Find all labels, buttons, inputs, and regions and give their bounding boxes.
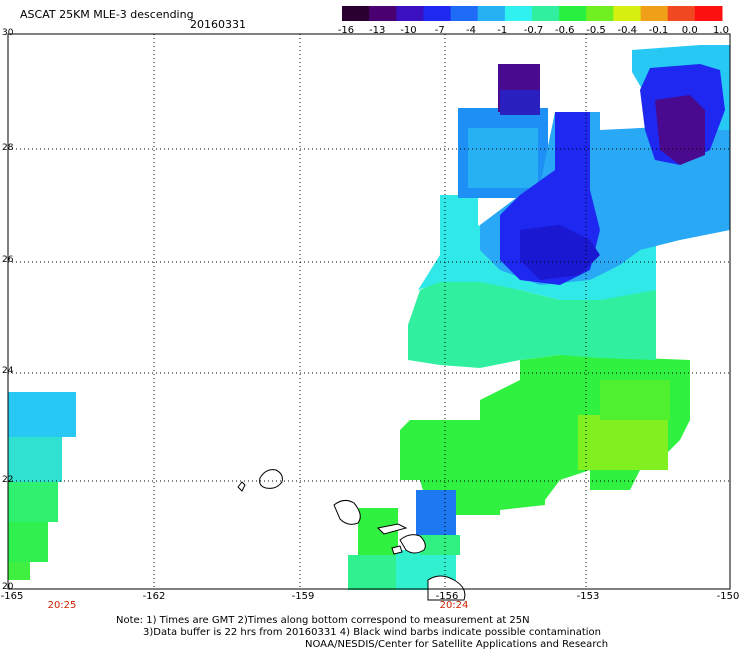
- lat-tick-24: 24: [2, 366, 14, 376]
- lon-tick--159: -159: [291, 591, 315, 602]
- lat-tick-30: 30: [2, 28, 14, 38]
- colorbar-tick-label: -13: [369, 25, 386, 36]
- colorbar-tick-label: -10: [400, 25, 417, 36]
- swath-patch: [8, 437, 62, 482]
- island-maui: [399, 534, 426, 554]
- colorbar-swatch: [369, 6, 397, 21]
- colorbar-tick-label: -7: [434, 25, 445, 36]
- lat-tick-22: 22: [2, 475, 14, 485]
- colorbar-swatch: [613, 6, 642, 21]
- island-molokai: [376, 523, 408, 535]
- hawaii-coastline: [237, 469, 466, 601]
- swath-patch: [8, 562, 30, 580]
- chart-date: 20160331: [190, 18, 246, 31]
- swath-patch: [8, 522, 48, 562]
- note-line-3: NOAA/NESDIS/Center for Satellite Applica…: [305, 639, 609, 650]
- swath-patch: [420, 535, 460, 555]
- colorbar: [342, 6, 723, 21]
- colorbar-swatch: [342, 6, 370, 21]
- colorbar-swatch: [450, 6, 479, 21]
- colorbar-tick-label: -16: [337, 25, 355, 36]
- swath-patch: [655, 95, 705, 165]
- colorbar-tick-label: -0.1: [648, 25, 669, 36]
- chart-title: ASCAT 25KM MLE-3 descending: [20, 8, 194, 21]
- island-oahu: [333, 499, 361, 525]
- lon-tick--153: -153: [576, 591, 600, 602]
- lat-lon-grid: [8, 34, 730, 589]
- swath-patch: [408, 280, 656, 368]
- swath-time-left: 20:25: [47, 600, 77, 611]
- swath-patch: [578, 415, 668, 470]
- swath-patch: [520, 225, 600, 280]
- colorbar-swatch: [477, 6, 506, 21]
- swath-patch: [416, 490, 456, 535]
- swath-time-right: 20:24: [439, 600, 469, 611]
- island-hawaii: [427, 575, 466, 601]
- lon-tick--156: -156: [435, 591, 459, 602]
- lat-tick-28: 28: [2, 143, 14, 153]
- island-niihau: [237, 481, 246, 492]
- swath-patch: [8, 392, 76, 437]
- lon-tick--150: -150: [716, 591, 740, 602]
- colorbar-tick-label: -0.7: [523, 25, 544, 36]
- colorbar-tick-label: -0.4: [617, 25, 638, 36]
- colorbar-swatch: [559, 6, 587, 21]
- swath-patch: [358, 508, 398, 558]
- colorbar-tick-label: -4: [466, 25, 476, 36]
- note-line-1: Note: 1) Times are GMT 2)Times along bot…: [116, 615, 530, 626]
- colorbar-tick-label: 1.0: [713, 25, 729, 36]
- swath-patch: [600, 380, 670, 420]
- colorbar-swatch: [694, 6, 723, 21]
- swath-patch: [8, 482, 58, 522]
- lon-tick--165: -165: [0, 591, 24, 602]
- note-line-2: 3)Data buffer is 22 hrs from 20160331 4)…: [143, 627, 601, 638]
- colorbar-swatch: [532, 6, 560, 21]
- plot-frame: [7, 33, 731, 590]
- colorbar-swatch: [504, 6, 533, 21]
- swath-patch: [468, 128, 538, 188]
- scatterometer-swaths: [8, 45, 730, 590]
- island-kauai: [259, 469, 283, 489]
- colorbar-swatch: [586, 6, 614, 21]
- island-lanai: [391, 545, 403, 555]
- lon-tick--162: -162: [142, 591, 166, 602]
- lat-tick-20: 20: [2, 582, 14, 592]
- colorbar-swatch: [640, 6, 669, 21]
- colorbar-tick-label: -0.6: [554, 25, 575, 36]
- colorbar-tick-label: -1: [497, 25, 508, 36]
- colorbar-tick-label: 0.0: [681, 25, 698, 36]
- colorbar-swatch: [423, 6, 452, 21]
- swath-patch: [500, 90, 540, 115]
- colorbar-tick-label: -0.5: [586, 25, 606, 36]
- lat-tick-26: 26: [2, 255, 14, 265]
- colorbar-swatch: [396, 6, 424, 21]
- colorbar-swatch: [667, 6, 696, 21]
